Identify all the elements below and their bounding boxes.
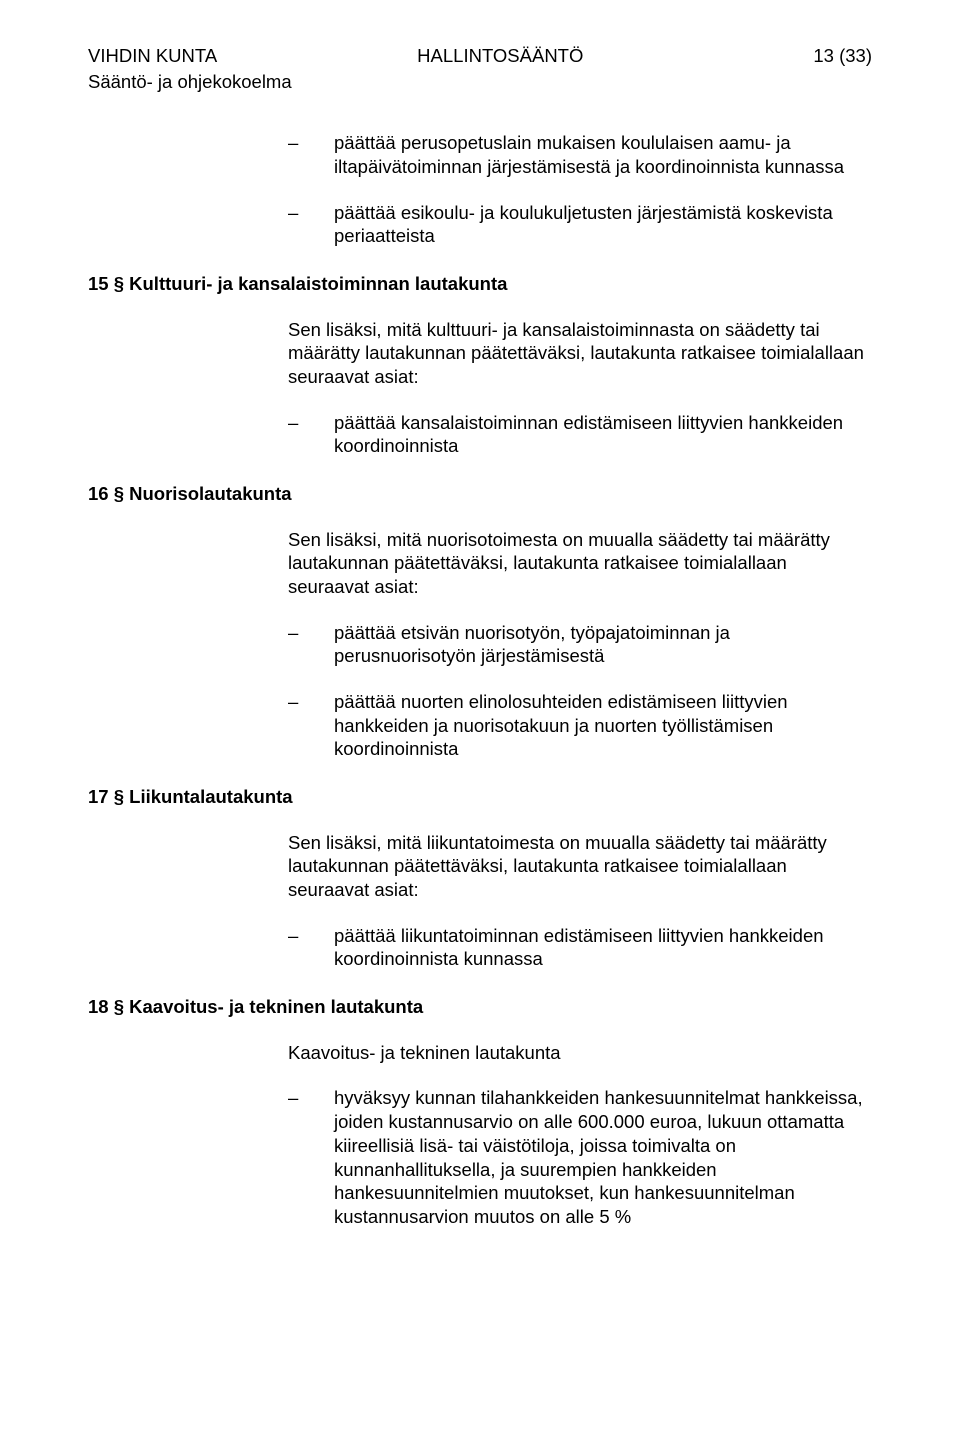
list-item: päättää nuorten elinolosuhteiden edistäm… — [288, 690, 872, 761]
section-16-body: Sen lisäksi, mitä nuorisotoimesta on muu… — [288, 528, 872, 761]
section-heading-16: 16 § Nuorisolautakunta — [88, 482, 872, 506]
list-item: päättää perusopetuslain mukaisen koulula… — [288, 131, 872, 178]
section-17-bullets: päättää liikuntatoiminnan edistämiseen l… — [288, 924, 872, 971]
list-item: päättää esikoulu- ja koulukuljetusten jä… — [288, 201, 872, 248]
header-subline: Sääntö- ja ohjekokoelma — [88, 70, 872, 94]
intro-bullet-list: päättää perusopetuslain mukaisen koulula… — [288, 131, 872, 248]
document-page: VIHDIN KUNTA HALLINTOSÄÄNTÖ 13 (33) Sään… — [0, 0, 960, 1429]
section-heading-18: 18 § Kaavoitus- ja tekninen lautakunta — [88, 995, 872, 1019]
header-row: VIHDIN KUNTA HALLINTOSÄÄNTÖ 13 (33) — [88, 44, 872, 68]
section-16-bullets: päättää etsivän nuorisotyön, työpajatoim… — [288, 621, 872, 761]
list-item: päättää etsivän nuorisotyön, työpajatoim… — [288, 621, 872, 668]
header-org: VIHDIN KUNTA — [88, 44, 217, 68]
section-18-body: Kaavoitus- ja tekninen lautakunta hyväks… — [288, 1041, 872, 1229]
section-15-bullets: päättää kansalaistoiminnan edistämiseen … — [288, 411, 872, 458]
section-17-para: Sen lisäksi, mitä liikuntatoimesta on mu… — [288, 831, 872, 902]
intro-block: päättää perusopetuslain mukaisen koulula… — [288, 131, 872, 248]
section-17-body: Sen lisäksi, mitä liikuntatoimesta on mu… — [288, 831, 872, 971]
section-16-para: Sen lisäksi, mitä nuorisotoimesta on muu… — [288, 528, 872, 599]
section-18-bullets: hyväksyy kunnan tilahankkeiden hankesuun… — [288, 1086, 872, 1228]
list-item: hyväksyy kunnan tilahankkeiden hankesuun… — [288, 1086, 872, 1228]
section-15-body: Sen lisäksi, mitä kulttuuri- ja kansalai… — [288, 318, 872, 458]
section-heading-17: 17 § Liikuntalautakunta — [88, 785, 872, 809]
section-15-para: Sen lisäksi, mitä kulttuuri- ja kansalai… — [288, 318, 872, 389]
list-item: päättää liikuntatoiminnan edistämiseen l… — [288, 924, 872, 971]
list-item: päättää kansalaistoiminnan edistämiseen … — [288, 411, 872, 458]
section-heading-15: 15 § Kulttuuri- ja kansalaistoiminnan la… — [88, 272, 872, 296]
section-18-para: Kaavoitus- ja tekninen lautakunta — [288, 1041, 872, 1065]
header-title: HALLINTOSÄÄNTÖ — [417, 44, 583, 68]
header-page: 13 (33) — [813, 44, 872, 68]
